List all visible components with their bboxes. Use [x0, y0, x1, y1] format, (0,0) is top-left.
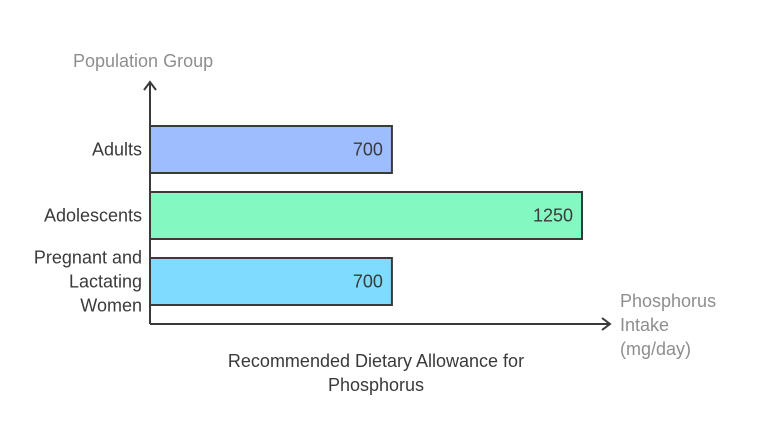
category-labels: Adults Adolescents Pregnant and Lactating Wo…: [34, 140, 142, 316]
chart-title: Recommended Dietary Allowance for Phospho…: [228, 351, 524, 395]
y-axis-label: Population Group: [73, 51, 213, 71]
x-axis-arrow: [601, 317, 612, 331]
bar-value-label-0: 700: [353, 140, 383, 160]
category-label-1: Adolescents: [44, 206, 142, 226]
x-axis-label: Phosphorus Intake (mg/day): [620, 291, 716, 359]
bars-group: 700 1250 700: [149, 125, 583, 306]
bar-2: [149, 257, 393, 306]
bar-1: [149, 191, 583, 240]
bar-value-label-1: 1250: [533, 206, 573, 226]
axes-group: [143, 80, 612, 331]
category-label-0: Adults: [92, 140, 142, 160]
y-axis-arrow: [143, 80, 157, 91]
category-label-2: Pregnant and Lactating Women: [34, 248, 142, 316]
bar-value-label-2: 700: [353, 272, 383, 292]
